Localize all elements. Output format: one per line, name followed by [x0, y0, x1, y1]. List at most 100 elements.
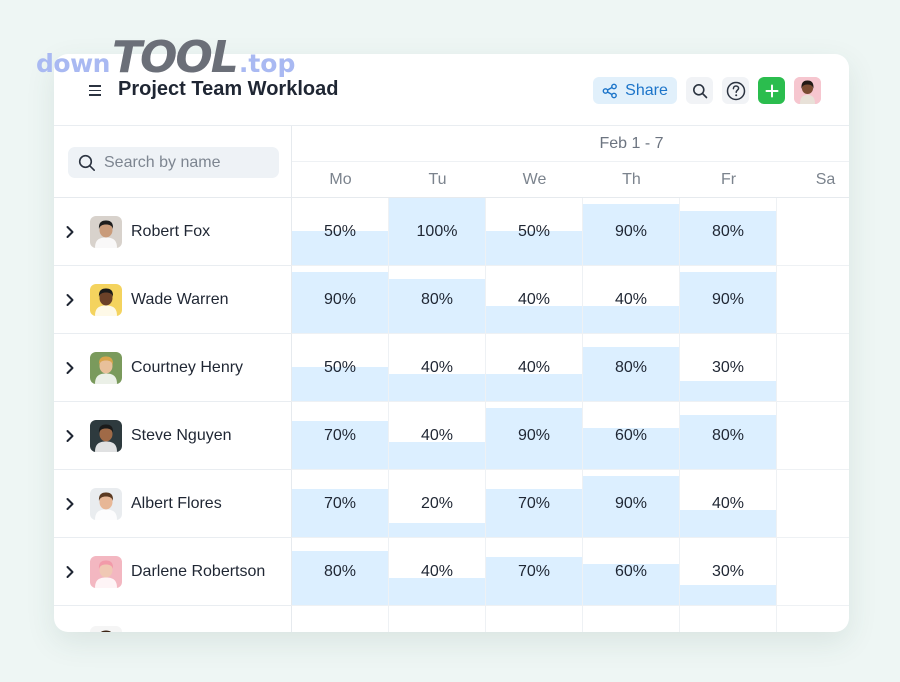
workload-cell[interactable]: 90% [583, 198, 680, 266]
current-user-avatar[interactable] [794, 77, 821, 104]
page-title: Project Team Workload [118, 78, 339, 100]
workload-value: 70% [323, 427, 357, 444]
workload-cell[interactable]: 40% [486, 334, 583, 402]
workload-value: 90% [517, 427, 551, 444]
workload-value: 80% [614, 359, 648, 376]
day-header: Fr [720, 171, 737, 188]
person-row: Courtney Henry [54, 334, 292, 402]
person-name[interactable]: Albert Flores [131, 494, 222, 512]
person-name[interactable]: Robert Fox [131, 222, 211, 240]
workload-cell[interactable]: 90% [486, 402, 583, 470]
workload-panel: Project Team Workload Share [54, 54, 849, 632]
workload-cell[interactable]: 80% [583, 334, 680, 402]
day-header: Mo [329, 171, 352, 188]
workload-cell[interactable]: 80% [680, 402, 777, 470]
avatar [90, 626, 122, 632]
search-input[interactable] [104, 153, 264, 172]
workload-cell[interactable]: 70% [486, 538, 583, 606]
workload-bar [583, 305, 679, 333]
workload-cell[interactable]: 80% [680, 198, 777, 266]
panel-header: Project Team Workload Share [54, 54, 849, 126]
workload-cell[interactable]: 40% [680, 470, 777, 538]
workload-cell[interactable]: 90% [583, 470, 680, 538]
workload-value: 20% [420, 495, 454, 512]
chevron-right-icon[interactable] [62, 496, 78, 512]
menu-icon[interactable] [86, 80, 104, 100]
divider [54, 197, 292, 198]
workload-cell[interactable] [680, 606, 777, 632]
workload-cell[interactable]: 50% [486, 198, 583, 266]
workload-cell[interactable] [583, 606, 680, 632]
workload-bar [583, 564, 679, 605]
workload-bar [292, 231, 388, 265]
date-range: Feb 1 - 7 [292, 126, 849, 162]
workload-value: 100% [416, 223, 458, 240]
workload-cell[interactable]: 40% [486, 266, 583, 334]
workload-value: 80% [711, 427, 745, 444]
chevron-right-icon[interactable] [62, 292, 78, 308]
workload-value: 40% [517, 291, 551, 308]
workload-bar [292, 489, 388, 537]
empty-cell [777, 402, 849, 470]
workload-cell[interactable]: 80% [292, 538, 389, 606]
workload-cell[interactable]: 50% [292, 198, 389, 266]
workload-cell[interactable]: 30% [680, 538, 777, 606]
help-button[interactable] [722, 77, 749, 104]
workload-value: 50% [517, 223, 551, 240]
workload-cell[interactable]: 20% [389, 470, 486, 538]
person-name[interactable]: Darlene Robertson [131, 562, 266, 580]
workload-cell[interactable] [292, 606, 389, 632]
workload-bar [292, 271, 388, 333]
workload-bar [486, 231, 582, 265]
watermark: down TOOL .top [36, 36, 295, 80]
search-icon [78, 154, 96, 171]
avatar [90, 555, 122, 588]
person-name[interactable]: Wade Warren [131, 290, 229, 308]
search-button[interactable] [686, 77, 713, 104]
person-name[interactable]: Steve Nguyen [131, 426, 232, 444]
plus-icon [765, 84, 778, 97]
workload-cell[interactable]: 60% [583, 538, 680, 606]
chevron-right-icon[interactable] [62, 564, 78, 580]
watermark-part: TOOL [111, 32, 239, 83]
workload-value: 70% [517, 563, 551, 580]
workload-cell[interactable]: 70% [292, 470, 389, 538]
workload-bar [680, 210, 776, 265]
chevron-right-icon[interactable] [62, 360, 78, 376]
day-header: We [522, 171, 547, 188]
divider [292, 197, 849, 198]
workload-cell[interactable]: 30% [680, 334, 777, 402]
workload-cell[interactable]: 70% [292, 402, 389, 470]
search-field[interactable] [68, 147, 279, 178]
people-column: Robert Fox Wade Warren Courtney Henry Steve… [54, 126, 292, 632]
watermark-part: down [36, 49, 110, 78]
add-button[interactable] [758, 77, 785, 104]
workload-cell[interactable]: 90% [680, 266, 777, 334]
person-name[interactable]: Courtney Henry [131, 358, 244, 376]
chevron-right-icon[interactable] [62, 428, 78, 444]
chevron-right-icon[interactable] [62, 224, 78, 240]
day-header: Tu [428, 171, 447, 188]
workload-cell[interactable]: 50% [292, 334, 389, 402]
workload-cell[interactable]: 70% [486, 470, 583, 538]
workload-cell[interactable]: 40% [389, 538, 486, 606]
workload-cell[interactable]: 60% [583, 402, 680, 470]
person-row: Steve Nguyen [54, 402, 292, 470]
person-row: Wade Warren [54, 266, 292, 334]
workload-value: 40% [614, 291, 648, 308]
workload-value: 30% [711, 563, 745, 580]
workload-cell[interactable] [486, 606, 583, 632]
empty-cell [777, 334, 849, 402]
share-icon [602, 83, 618, 98]
workload-cell[interactable]: 80% [389, 266, 486, 334]
workload-cell[interactable]: 40% [583, 266, 680, 334]
workload-bar [680, 584, 776, 605]
workload-cell[interactable] [389, 606, 486, 632]
workload-cell[interactable]: 90% [292, 266, 389, 334]
workload-cell[interactable]: 100% [389, 198, 486, 266]
workload-cell[interactable]: 40% [389, 402, 486, 470]
workload-bar [389, 198, 485, 265]
workload-cell[interactable]: 40% [389, 334, 486, 402]
workload-bar [292, 367, 388, 401]
share-button[interactable]: Share [593, 77, 677, 104]
